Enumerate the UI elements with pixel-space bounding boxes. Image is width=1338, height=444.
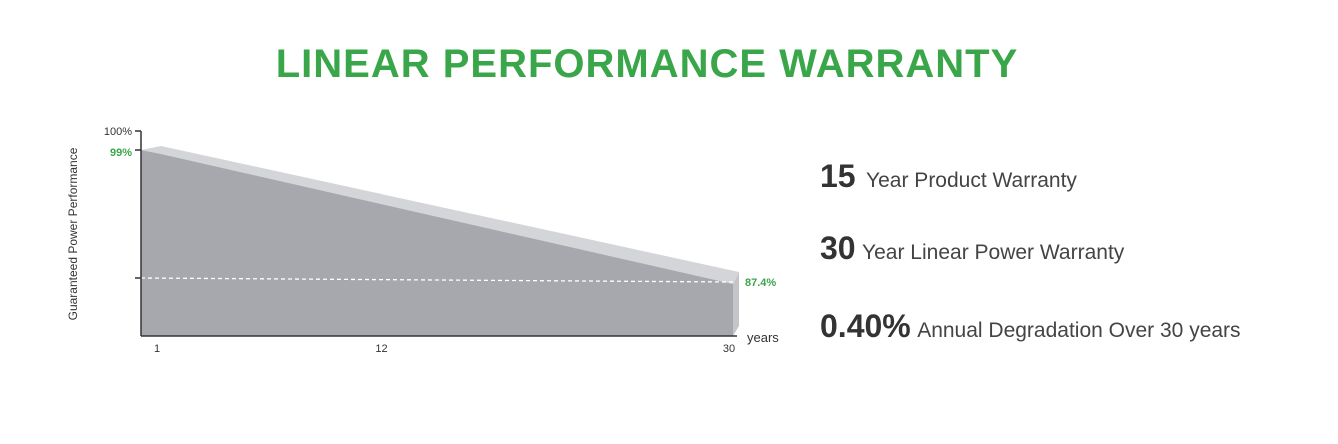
stat-annual-degradation: 0.40% Annual Degradation Over 30 years — [820, 308, 1241, 345]
x-axis-label: years — [747, 330, 779, 345]
area-right-edge — [733, 272, 739, 336]
x-tick-label-12: 12 — [375, 343, 387, 355]
stat-value: 0.40% — [820, 308, 911, 344]
stat-label: Year Product Warranty — [866, 169, 1077, 192]
performance-chart: Guaranteed Power Performance 100% 99% 87… — [66, 126, 779, 355]
stat-product-warranty: 15 Year Product Warranty — [820, 158, 1077, 195]
area-series — [141, 150, 733, 336]
end-value-label: 87.4% — [745, 277, 776, 289]
area-top-edge — [141, 146, 739, 284]
stat-label: Annual Degradation Over 30 years — [917, 319, 1241, 342]
x-tick-label-1: 1 — [154, 343, 160, 355]
stat-value: 30 — [820, 230, 856, 266]
y-tick-label-100: 100% — [104, 126, 132, 138]
page-title: LINEAR PERFORMANCE WARRANTY — [275, 42, 1019, 86]
x-tick-label-30: 30 — [723, 343, 735, 355]
stat-linear-warranty: 30 Year Linear Power Warranty — [820, 230, 1124, 267]
y-tick-label-99: 99% — [110, 147, 132, 159]
stat-label: Year Linear Power Warranty — [862, 241, 1125, 264]
reference-line — [140, 277, 734, 283]
y-axis-label: Guaranteed Power Performance — [66, 147, 80, 320]
stat-value: 15 — [820, 158, 856, 194]
